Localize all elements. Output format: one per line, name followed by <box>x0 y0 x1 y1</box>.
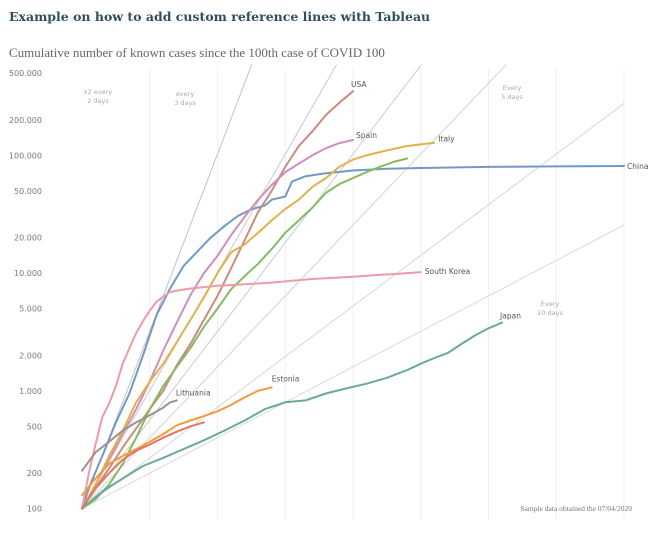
series-label: Japan <box>499 312 521 321</box>
series-line <box>81 321 504 510</box>
reference-line-label: 10 days <box>537 309 563 317</box>
reference-line-label: Every <box>503 84 522 92</box>
y-tick-label: 500 <box>27 422 42 431</box>
reference-line-label: Every <box>541 300 560 308</box>
y-tick-label: 200 <box>27 469 42 478</box>
y-tick-label: 1.000 <box>19 387 42 396</box>
chart-title: Example on how to add custom reference l… <box>9 9 431 24</box>
series-line <box>81 90 354 510</box>
series-line <box>81 421 205 510</box>
series-label: Estonia <box>272 374 300 383</box>
reference-line-label: every <box>176 90 195 98</box>
series-label: USA <box>351 80 367 89</box>
gridlines <box>149 68 625 520</box>
reference-line-label: 2 days <box>87 97 109 105</box>
series-line <box>81 157 409 510</box>
y-tick-label: 10.000 <box>14 269 42 278</box>
series-line <box>81 141 436 510</box>
series-line <box>81 399 178 472</box>
series-label: Spain <box>356 131 377 140</box>
reference-line-label: x2 every <box>84 88 113 96</box>
series-label: Italy <box>438 135 455 144</box>
y-tick-label: 100 <box>27 505 42 514</box>
chart-subtitle: Cumulative number of known cases since t… <box>9 45 385 60</box>
reference-line-label: 5 days <box>501 93 523 101</box>
series-line <box>81 271 422 510</box>
series-label: Lithuania <box>176 388 211 397</box>
y-tick-label: 200.000 <box>9 116 42 125</box>
series-lines <box>81 90 625 510</box>
series-line <box>81 386 273 497</box>
series-label: South Korea <box>425 267 470 276</box>
reference-line <box>81 64 507 509</box>
series-line <box>81 139 354 510</box>
series-line <box>81 165 625 510</box>
series-label: China <box>627 162 648 171</box>
series-labels: China USA Spain Italy South Korea Japan Lithua… <box>176 80 649 397</box>
y-tick-label: 500.000 <box>9 69 42 78</box>
y-tick-label: 2.000 <box>19 351 42 360</box>
y-tick-label: 20.000 <box>14 234 42 243</box>
y-tick-label: 5.000 <box>19 305 42 314</box>
reference-line <box>81 224 625 510</box>
y-axis: 100 200 500 1.000 2.000 5.000 10.000 20.000 50.0… <box>9 69 42 514</box>
reference-line <box>81 103 625 510</box>
y-tick-label: 50.000 <box>14 187 42 196</box>
data-source-note: Sample data obtained the 07/04/2020 <box>520 504 632 513</box>
reference-line-label: 3 days <box>174 99 196 107</box>
y-tick-label: 100.000 <box>9 151 42 160</box>
